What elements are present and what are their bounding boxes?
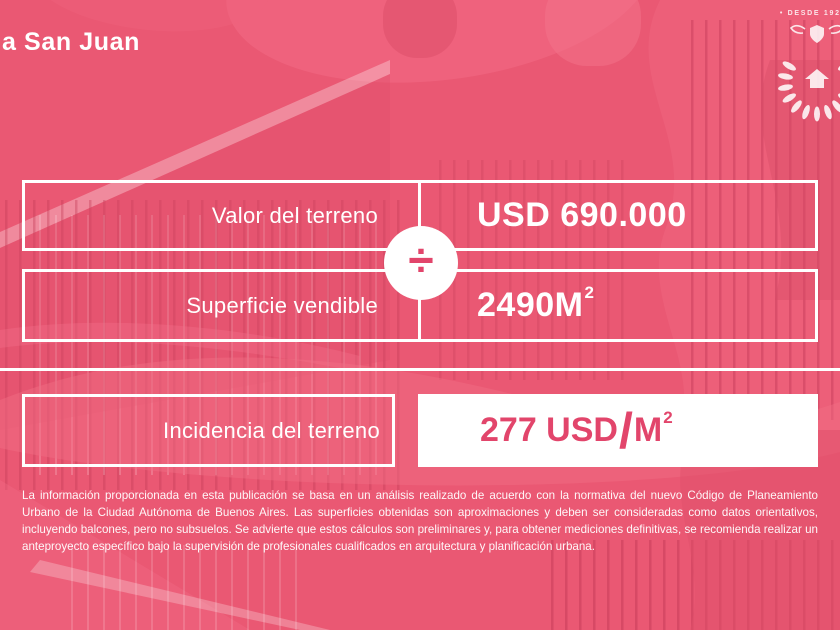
divide-icon: ÷ xyxy=(408,234,434,286)
crest-icon xyxy=(789,24,840,43)
laurel-wreath-icon xyxy=(778,24,840,122)
result-label: Incidencia del terreno xyxy=(163,417,380,443)
row-value: 2490M 2 xyxy=(421,272,815,339)
house-icon xyxy=(805,69,829,88)
result-unit: M xyxy=(633,411,663,449)
page-title: a San Juan xyxy=(2,28,140,56)
superscript: 2 xyxy=(584,282,595,302)
row-superficie-vendible: Superficie vendible 2490M 2 xyxy=(22,269,818,342)
result-label-box: Incidencia del terreno xyxy=(22,394,395,467)
divide-circle: ÷ xyxy=(384,226,458,300)
logo-tagline: • DESDE 1921 • xyxy=(779,10,840,17)
full-width-divider xyxy=(0,368,840,371)
result-value: 277 USD xyxy=(480,411,618,449)
brand-logo: • DESDE 1921 • xyxy=(742,10,840,127)
row-label: Superficie vendible xyxy=(186,292,378,318)
row-value: USD 690.000 xyxy=(421,183,815,248)
row-label: Valor del terreno xyxy=(211,202,378,228)
value-text: 2490M xyxy=(477,286,584,324)
value-text: USD 690.000 xyxy=(477,196,687,234)
cell-divider xyxy=(418,272,421,339)
result-value-box: 277 USD / M 2 xyxy=(418,394,818,467)
cell-divider xyxy=(418,183,421,248)
disclaimer-text: La información proporcionada en esta pub… xyxy=(22,489,818,554)
superscript: 2 xyxy=(663,407,673,427)
